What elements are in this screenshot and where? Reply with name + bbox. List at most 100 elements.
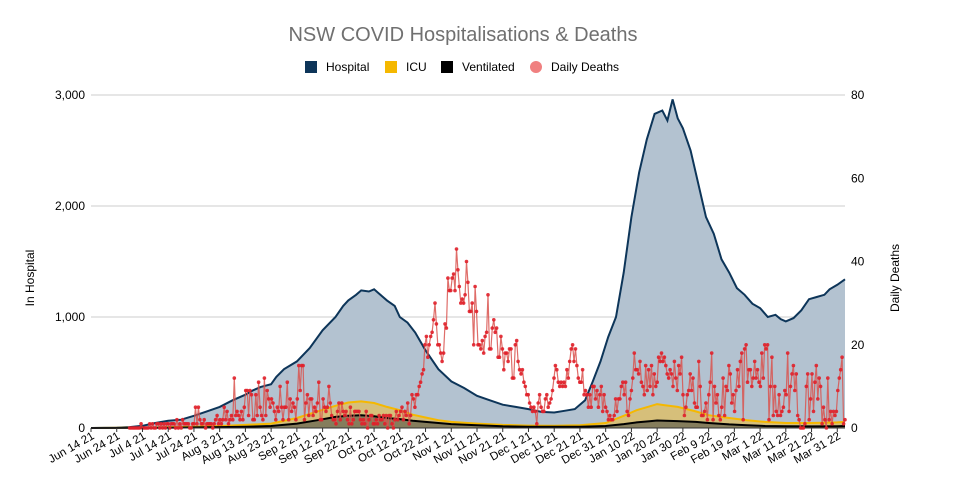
daily-deaths-point [552, 376, 556, 380]
daily-deaths-point [405, 401, 410, 405]
daily-deaths-point [322, 405, 327, 410]
daily-deaths-point [239, 409, 244, 414]
daily-deaths-point [559, 380, 563, 385]
daily-deaths-point [427, 343, 432, 347]
daily-deaths-point [606, 417, 611, 422]
daily-deaths-point [512, 376, 516, 380]
daily-deaths-point [569, 347, 573, 351]
daily-deaths-point [279, 405, 284, 410]
daily-deaths-point [453, 288, 457, 293]
daily-deaths-point [813, 380, 817, 385]
daily-deaths-point [740, 351, 744, 355]
daily-deaths-point [307, 413, 311, 418]
daily-deaths-point [258, 405, 262, 410]
daily-deaths-point [246, 413, 251, 418]
daily-deaths-point [557, 384, 562, 389]
daily-deaths-point [536, 401, 540, 405]
daily-deaths-point [725, 388, 730, 393]
daily-deaths-point [817, 376, 821, 380]
daily-deaths-point [401, 417, 406, 422]
daily-deaths-point [734, 388, 738, 393]
daily-deaths-point [654, 384, 658, 389]
daily-deaths-point [295, 397, 300, 401]
daily-deaths-point [342, 413, 347, 418]
daily-deaths-point [567, 359, 572, 364]
daily-deaths-point [719, 405, 724, 410]
daily-deaths-point [689, 388, 694, 393]
daily-deaths-point [479, 347, 483, 351]
daily-deaths-point [377, 413, 381, 418]
daily-deaths-point [513, 343, 518, 347]
daily-deaths-point [175, 417, 179, 422]
area-series [90, 99, 846, 429]
daily-deaths-point [312, 405, 317, 410]
daily-deaths-point [629, 388, 634, 393]
daily-deaths-point [413, 405, 417, 410]
daily-deaths-point [480, 338, 485, 343]
daily-deaths-point [724, 384, 728, 389]
daily-deaths-point [761, 376, 766, 380]
daily-deaths-point [517, 367, 522, 372]
daily-deaths-point [457, 284, 462, 289]
daily-deaths-point [843, 417, 847, 422]
daily-deaths-point [341, 409, 346, 414]
daily-deaths-point [681, 392, 685, 397]
y-left-tick-label: 0 [78, 421, 85, 435]
y-left-tick-label: 2,000 [55, 199, 85, 213]
daily-deaths-point [780, 409, 784, 414]
daily-deaths-point [741, 417, 745, 422]
daily-deaths-point [635, 367, 639, 372]
daily-deaths-point [179, 426, 183, 430]
daily-deaths-point [461, 301, 466, 305]
daily-deaths-point [454, 247, 459, 251]
daily-deaths-point [344, 409, 348, 414]
daily-deaths-point [816, 397, 820, 401]
daily-deaths-point [714, 401, 718, 405]
daily-deaths-point [345, 417, 350, 422]
daily-deaths-point [211, 426, 215, 430]
daily-deaths-series [127, 247, 847, 431]
daily-deaths-point [762, 343, 767, 347]
daily-deaths-point [153, 426, 158, 430]
daily-deaths-point [768, 384, 773, 389]
daily-deaths-point [321, 397, 325, 401]
daily-deaths-point [266, 397, 271, 401]
daily-deaths-point [288, 397, 293, 401]
daily-deaths-point [791, 363, 796, 368]
daily-deaths-point [285, 380, 290, 385]
daily-deaths-point [149, 426, 153, 430]
daily-deaths-point [302, 417, 307, 422]
daily-deaths-point [836, 388, 840, 393]
daily-deaths-point [600, 409, 605, 414]
daily-deaths-point [380, 417, 384, 422]
daily-deaths-point [195, 422, 199, 426]
daily-deaths-point [771, 413, 776, 418]
daily-deaths-point [818, 384, 823, 389]
daily-deaths-point [335, 409, 340, 414]
daily-deaths-point [459, 301, 463, 305]
daily-deaths-point [784, 392, 788, 397]
daily-deaths-point [327, 384, 331, 389]
daily-deaths-point [676, 363, 681, 368]
daily-deaths-point [417, 384, 422, 389]
daily-deaths-point [420, 372, 424, 376]
daily-deaths-point [370, 413, 374, 418]
daily-deaths-point [598, 392, 602, 397]
daily-deaths-point [580, 367, 585, 372]
daily-deaths-point [249, 392, 254, 397]
daily-deaths-point [325, 405, 330, 410]
daily-deaths-point [807, 417, 811, 422]
daily-deaths-point [775, 413, 780, 418]
daily-deaths-point [314, 409, 318, 414]
daily-deaths-point [612, 413, 616, 418]
daily-deaths-point [437, 343, 442, 347]
daily-deaths-point [274, 417, 278, 422]
daily-deaths-point [456, 268, 460, 272]
daily-deaths-point [416, 392, 420, 397]
daily-deaths-point [351, 417, 356, 422]
daily-deaths-point [319, 417, 324, 422]
daily-deaths-point [502, 367, 506, 372]
daily-deaths-point [550, 388, 555, 393]
daily-deaths-point [679, 355, 684, 360]
daily-deaths-point [460, 297, 465, 301]
